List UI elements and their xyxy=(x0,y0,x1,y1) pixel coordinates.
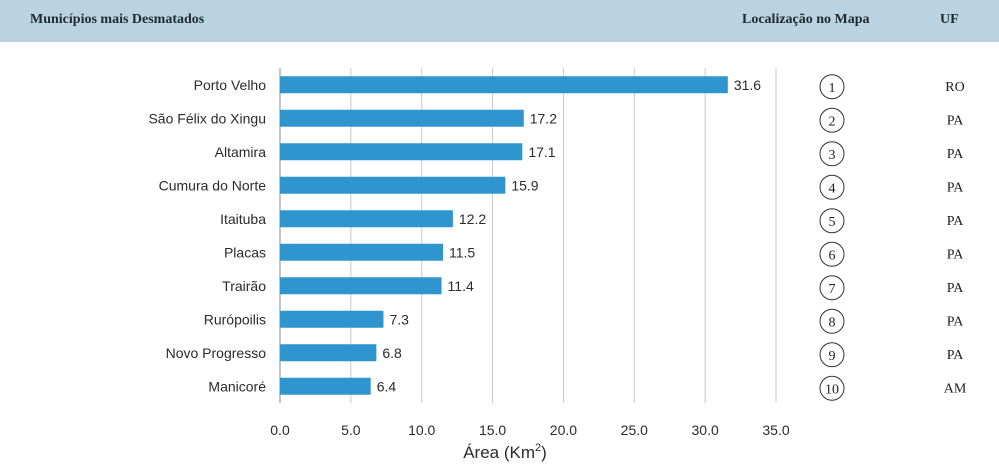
uf-value: PA xyxy=(947,214,965,229)
value-label: 17.2 xyxy=(530,110,557,126)
map-location-number: 10 xyxy=(825,382,839,397)
uf-column: RO PA PA PA PA PA PA PA PA AM xyxy=(944,80,967,397)
x-tick-label: 30.0 xyxy=(692,422,719,438)
map-location-circle xyxy=(819,174,845,200)
header-map-location: Localização no Mapa xyxy=(742,12,870,27)
category-label: Cumura do Norte xyxy=(159,177,267,193)
value-label: 12.2 xyxy=(459,211,486,227)
bar xyxy=(280,377,371,395)
header-title: Municípios mais Desmatados xyxy=(30,12,205,27)
map-location-circle xyxy=(819,141,845,167)
bar xyxy=(280,176,506,194)
category-label: Rurópoilis xyxy=(204,311,266,327)
bar xyxy=(280,310,384,328)
uf-value: PA xyxy=(947,348,965,363)
bar xyxy=(280,210,453,228)
map-location-column: 1 2 3 4 5 6 7 8 9 10 xyxy=(819,74,845,401)
category-label: Trairão xyxy=(222,278,266,294)
map-location-circle xyxy=(819,241,845,267)
value-label: 17.1 xyxy=(528,144,555,160)
uf-value: PA xyxy=(947,281,965,296)
bar xyxy=(280,76,728,94)
x-tick-labels: 0.0 5.0 10.0 15.0 20.0 25.0 30.0 35.0 xyxy=(270,422,790,438)
value-label: 11.5 xyxy=(449,244,475,260)
value-label: 7.3 xyxy=(389,311,409,327)
bar xyxy=(280,109,524,127)
uf-value: PA xyxy=(947,180,965,195)
map-location-number: 8 xyxy=(829,315,836,330)
map-location-circle xyxy=(819,208,845,234)
x-tick-label: 10.0 xyxy=(408,422,435,438)
category-label: Placas xyxy=(224,244,266,260)
x-tick-label: 5.0 xyxy=(341,422,361,438)
bar xyxy=(280,277,442,295)
table-header: Municípios mais Desmatados Localização n… xyxy=(0,0,999,42)
category-label: Novo Progresso xyxy=(166,345,267,361)
value-label: 31.6 xyxy=(734,77,761,93)
category-label: Altamira xyxy=(215,144,267,160)
map-location-circle xyxy=(819,74,845,100)
value-label: 6.8 xyxy=(382,345,402,361)
map-location-circle xyxy=(819,342,845,368)
category-labels: Porto Velho São Félix do Xingu Altamira Cum… xyxy=(148,77,266,395)
bar xyxy=(280,344,377,362)
header-uf: UF xyxy=(940,12,959,27)
value-labels: 31.6 17.2 17.1 15.9 12.2 11.5 11.4 7.3 6.8 6.4 xyxy=(377,77,762,395)
map-location-number: 6 xyxy=(829,248,836,263)
category-label: Itaituba xyxy=(220,211,266,227)
uf-value: RO xyxy=(945,80,964,95)
chart-bars xyxy=(280,76,728,395)
map-location-circle xyxy=(819,375,845,401)
map-location-number: 4 xyxy=(829,181,836,196)
category-label: Porto Velho xyxy=(194,77,267,93)
map-location-number: 7 xyxy=(829,282,836,297)
map-location-number: 9 xyxy=(829,349,836,364)
value-label: 15.9 xyxy=(511,177,538,193)
map-location-circle xyxy=(819,275,845,301)
bar xyxy=(280,143,523,161)
x-axis-label: Área (Km2) xyxy=(463,442,547,462)
value-label: 6.4 xyxy=(377,378,397,394)
x-tick-label: 15.0 xyxy=(479,422,506,438)
bar xyxy=(280,243,443,261)
x-tick-label: 35.0 xyxy=(762,422,789,438)
uf-value: PA xyxy=(947,247,965,262)
value-label: 11.4 xyxy=(448,278,474,294)
uf-value: PA xyxy=(947,314,965,329)
map-location-circle xyxy=(819,308,845,334)
uf-value: PA xyxy=(947,147,965,162)
uf-value: PA xyxy=(947,113,965,128)
x-tick-label: 0.0 xyxy=(270,422,290,438)
category-label: Manicoré xyxy=(208,378,266,394)
map-location-circle xyxy=(819,107,845,133)
category-label: São Félix do Xingu xyxy=(148,110,266,126)
x-tick-label: 25.0 xyxy=(621,422,648,438)
x-tick-label: 20.0 xyxy=(550,422,577,438)
map-location-number: 2 xyxy=(829,114,836,129)
map-location-number: 1 xyxy=(829,81,836,96)
uf-value: AM xyxy=(944,381,967,396)
map-location-number: 3 xyxy=(829,148,836,163)
map-location-number: 5 xyxy=(829,215,836,230)
